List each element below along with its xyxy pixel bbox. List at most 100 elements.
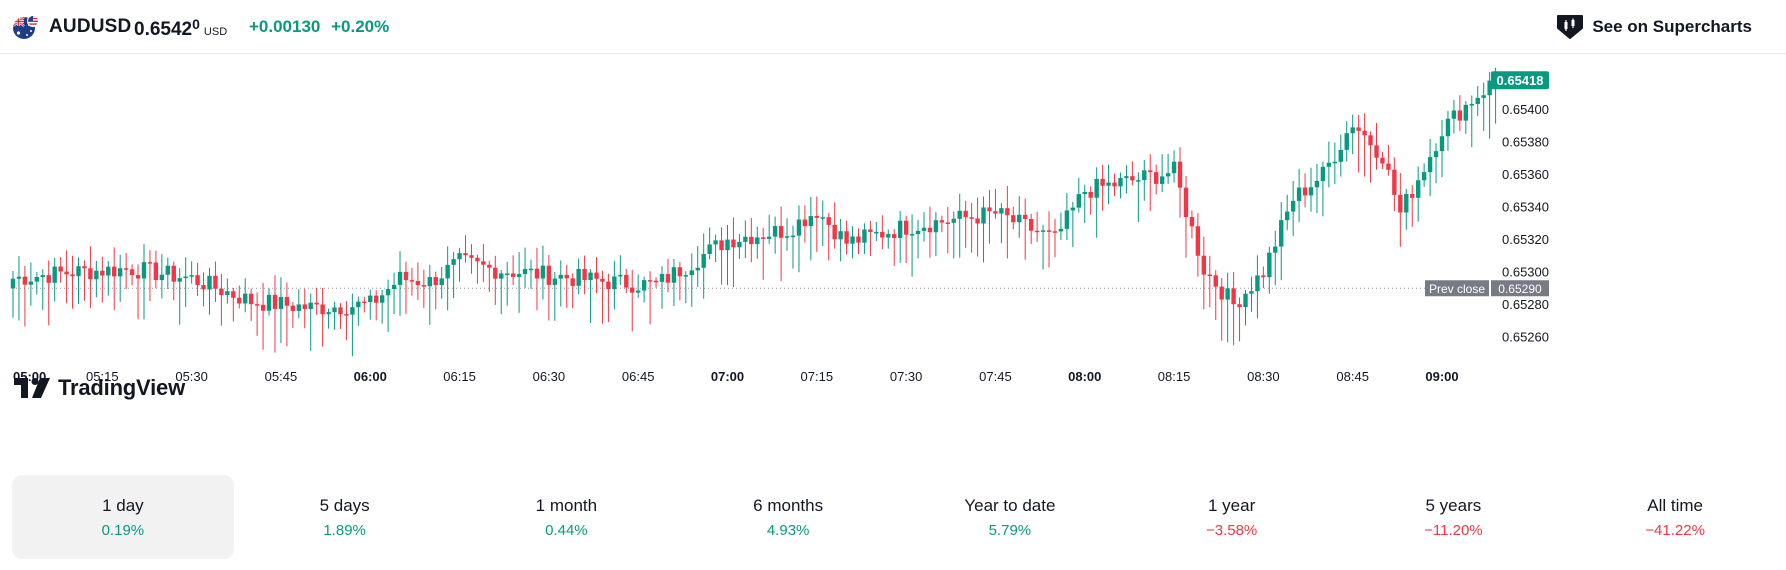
candle-body	[903, 220, 909, 235]
candle-body	[433, 277, 438, 286]
candle-body	[802, 219, 808, 227]
candle-body	[266, 294, 272, 311]
candle-body	[1267, 252, 1272, 278]
candle-body	[1380, 157, 1385, 164]
candle-body	[195, 275, 200, 286]
candle-body	[314, 302, 319, 305]
candle-body	[772, 226, 778, 237]
candle-body	[10, 278, 16, 289]
candle-body	[832, 224, 837, 240]
candle-body	[647, 280, 653, 282]
period-1-year[interactable]: 1 year −3.58%	[1121, 475, 1343, 559]
candle-body	[945, 222, 951, 224]
candle-body	[1124, 176, 1129, 179]
candle-body	[344, 314, 349, 316]
price-chart[interactable]: 0.65400 0.65380 0.65360 0.65340 0.65320 0.653…	[0, 55, 1786, 465]
period-5-days[interactable]: 5 days 1.89%	[234, 475, 456, 559]
candle-body	[1130, 176, 1135, 181]
candle-body	[915, 230, 921, 235]
candle-body	[1171, 161, 1177, 174]
candle-body	[1040, 230, 1046, 232]
candle-body	[737, 241, 742, 248]
x-axis-tick-label: 09:00	[1425, 369, 1458, 384]
candle-body	[338, 307, 343, 315]
candle-body	[284, 297, 290, 306]
x-axis-tick-label: 08:15	[1158, 369, 1191, 384]
candle-body	[671, 267, 677, 283]
period-label: All time	[1647, 495, 1703, 515]
candle-body	[1368, 135, 1373, 146]
x-axis-tick-label: 05:45	[265, 369, 298, 384]
symbol-name: AUDUSD	[49, 16, 132, 37]
candle-body	[546, 265, 552, 285]
candle-body	[1237, 304, 1242, 308]
candle-body	[469, 255, 474, 258]
candle-body	[1207, 274, 1212, 277]
candle-body	[391, 284, 397, 289]
candle-body	[165, 265, 171, 275]
x-axis-tick-label: 05:30	[175, 369, 208, 384]
candle-body	[659, 274, 665, 282]
candle-body	[237, 297, 242, 304]
candle-body	[868, 229, 873, 233]
y-axis-tick-label: 0.65360	[1502, 167, 1549, 182]
tradingview-logo-text: TradingView	[58, 375, 185, 400]
candle-body	[362, 301, 367, 304]
candle-body	[302, 304, 307, 310]
candle-body	[34, 277, 40, 282]
period-label: 1 day	[102, 495, 144, 515]
candle-body	[1415, 180, 1421, 198]
y-axis-tick-label: 0.65380	[1502, 135, 1549, 150]
candle-body	[552, 278, 558, 285]
current-price: 0.65420 USD	[134, 16, 227, 41]
candle-body	[82, 266, 87, 269]
candle-body	[510, 273, 516, 277]
candle-body	[1195, 226, 1201, 256]
period-change: 0.19%	[101, 521, 145, 539]
candle-body	[1219, 286, 1224, 300]
candle-body	[1023, 214, 1028, 219]
candle-body	[374, 295, 379, 303]
price-main: 0.6542	[134, 19, 193, 40]
candle-body	[1112, 182, 1117, 187]
period-1-month[interactable]: 1 month 0.44%	[456, 475, 678, 559]
candle-body	[290, 305, 296, 311]
candle-body	[558, 274, 563, 279]
candle-body	[939, 220, 945, 223]
x-axis-tick-label: 07:30	[890, 369, 923, 384]
candle-body	[1279, 220, 1284, 247]
candle-body	[1314, 180, 1320, 188]
candle-body	[201, 285, 206, 290]
x-axis-tick-label: 06:00	[354, 369, 387, 384]
candle-body	[171, 265, 176, 282]
australia-flag-icon	[13, 15, 39, 39]
period-6-months[interactable]: 6 months 4.93%	[677, 475, 899, 559]
y-axis-tick-label: 0.65340	[1502, 200, 1549, 215]
candle-body	[957, 210, 962, 219]
period-1-day[interactable]: 1 day 0.19%	[12, 475, 234, 559]
candle-body	[487, 264, 492, 268]
candle-body	[58, 266, 63, 272]
candlestick-chart[interactable]: 0.65400 0.65380 0.65360 0.65340 0.65320 0.653…	[0, 55, 1786, 465]
candle-body	[1005, 208, 1010, 216]
x-axis-tick-label: 08:00	[1068, 369, 1101, 384]
candle-body	[1154, 172, 1159, 184]
prev-close-label: Prev close	[1429, 282, 1485, 296]
candle-body	[731, 239, 736, 248]
candle-body	[135, 275, 141, 279]
tradingview-logo[interactable]: TradingView	[14, 375, 185, 401]
period-year-to-date[interactable]: Year to date 5.79%	[899, 475, 1121, 559]
candle-body	[451, 259, 456, 265]
see-on-supercharts-button[interactable]: See on Supercharts	[1556, 13, 1752, 41]
candle-body	[653, 280, 659, 283]
x-axis-tick-label: 05:15	[86, 369, 119, 384]
candle-body	[1356, 127, 1361, 131]
period-all-time[interactable]: All time −41.22%	[1564, 475, 1786, 559]
candle-body	[70, 274, 75, 277]
candle-body	[350, 307, 355, 315]
period-5-years[interactable]: 5 years −11.20%	[1343, 475, 1565, 559]
candle-body	[635, 290, 641, 293]
candle-body	[719, 240, 724, 251]
candle-body	[22, 276, 28, 285]
candle-body	[755, 237, 760, 245]
